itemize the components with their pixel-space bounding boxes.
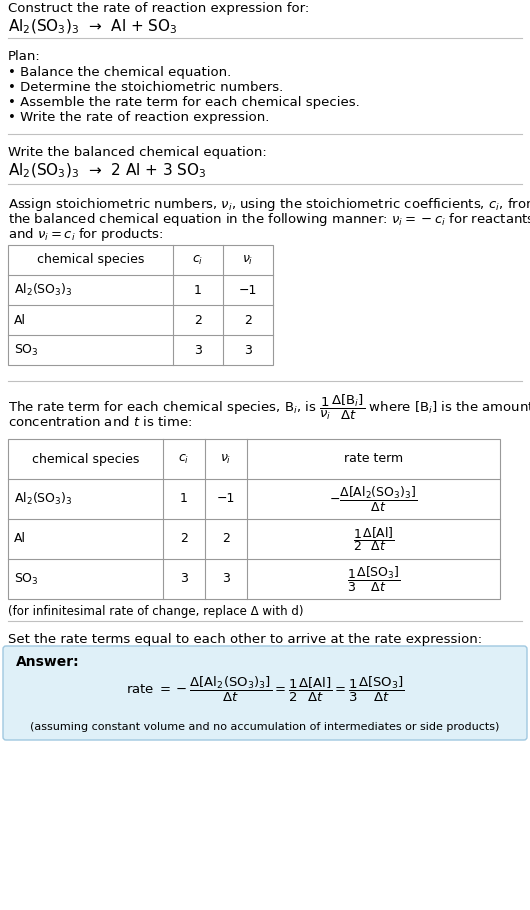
Text: chemical species: chemical species [37,254,144,267]
Text: concentration and $t$ is time:: concentration and $t$ is time: [8,415,192,429]
Text: chemical species: chemical species [32,452,139,466]
Text: $c_i$: $c_i$ [192,254,204,267]
Text: −1: −1 [239,284,257,297]
Text: Plan:: Plan: [8,50,41,63]
FancyBboxPatch shape [3,646,527,740]
Text: 2: 2 [194,314,202,327]
Text: Al: Al [14,532,26,545]
Text: Al$_2$(SO$_3$)$_3$: Al$_2$(SO$_3$)$_3$ [14,282,73,298]
Text: 3: 3 [194,343,202,357]
Text: Assign stoichiometric numbers, $\nu_i$, using the stoichiometric coefficients, $: Assign stoichiometric numbers, $\nu_i$, … [8,196,530,213]
Text: 1: 1 [194,284,202,297]
Text: Al$_2$(SO$_3$)$_3$  →  2 Al + 3 SO$_3$: Al$_2$(SO$_3$)$_3$ → 2 Al + 3 SO$_3$ [8,162,207,180]
Text: Answer:: Answer: [16,655,80,669]
Text: $-\dfrac{\Delta[\mathrm{Al_2(SO_3)_3}]}{\Delta t}$: $-\dfrac{\Delta[\mathrm{Al_2(SO_3)_3}]}{… [329,484,418,513]
Text: 3: 3 [222,572,230,585]
Text: Al: Al [14,314,26,327]
Text: rate $= -\dfrac{\Delta[\mathrm{Al_2(SO_3)_3}]}{\Delta t} = \dfrac{1}{2}\dfrac{\D: rate $= -\dfrac{\Delta[\mathrm{Al_2(SO_3… [126,674,404,703]
Text: $c_i$: $c_i$ [179,452,190,466]
Text: 2: 2 [180,532,188,545]
Text: $\nu_i$: $\nu_i$ [242,254,254,267]
Text: $\dfrac{1}{3}\dfrac{\Delta[\mathrm{SO_3}]}{\Delta t}$: $\dfrac{1}{3}\dfrac{\Delta[\mathrm{SO_3}… [347,564,400,593]
Text: SO$_3$: SO$_3$ [14,342,39,358]
Text: rate term: rate term [344,452,403,466]
Text: 3: 3 [244,343,252,357]
Text: 2: 2 [244,314,252,327]
Text: and $\nu_i = c_i$ for products:: and $\nu_i = c_i$ for products: [8,226,164,243]
Text: Al$_2$(SO$_3$)$_3$: Al$_2$(SO$_3$)$_3$ [14,491,73,507]
Text: Construct the rate of reaction expression for:: Construct the rate of reaction expressio… [8,2,309,15]
Text: $\nu_i$: $\nu_i$ [220,452,232,466]
Text: Set the rate terms equal to each other to arrive at the rate expression:: Set the rate terms equal to each other t… [8,633,482,646]
Text: The rate term for each chemical species, B$_i$, is $\dfrac{1}{\nu_i}\dfrac{\Delt: The rate term for each chemical species,… [8,393,530,422]
Text: the balanced chemical equation in the following manner: $\nu_i = -c_i$ for react: the balanced chemical equation in the fo… [8,211,530,228]
Text: $\dfrac{1}{2}\dfrac{\Delta[\mathrm{Al}]}{\Delta t}$: $\dfrac{1}{2}\dfrac{\Delta[\mathrm{Al}]}… [352,525,394,553]
Text: Al$_2$(SO$_3$)$_3$  →  Al + SO$_3$: Al$_2$(SO$_3$)$_3$ → Al + SO$_3$ [8,18,178,36]
Text: • Write the rate of reaction expression.: • Write the rate of reaction expression. [8,111,269,124]
Text: • Assemble the rate term for each chemical species.: • Assemble the rate term for each chemic… [8,96,360,109]
Text: • Balance the chemical equation.: • Balance the chemical equation. [8,66,231,79]
Bar [8,439,500,599]
Text: (assuming constant volume and no accumulation of intermediates or side products): (assuming constant volume and no accumul… [30,722,500,732]
Text: 1: 1 [180,492,188,505]
Text: (for infinitesimal rate of change, replace Δ with d): (for infinitesimal rate of change, repla… [8,605,304,618]
Text: 3: 3 [180,572,188,585]
Text: −1: −1 [217,492,235,505]
Text: • Determine the stoichiometric numbers.: • Determine the stoichiometric numbers. [8,81,283,94]
Text: SO$_3$: SO$_3$ [14,571,39,587]
Text: Write the balanced chemical equation:: Write the balanced chemical equation: [8,146,267,159]
Bar [8,245,273,365]
Text: 2: 2 [222,532,230,545]
